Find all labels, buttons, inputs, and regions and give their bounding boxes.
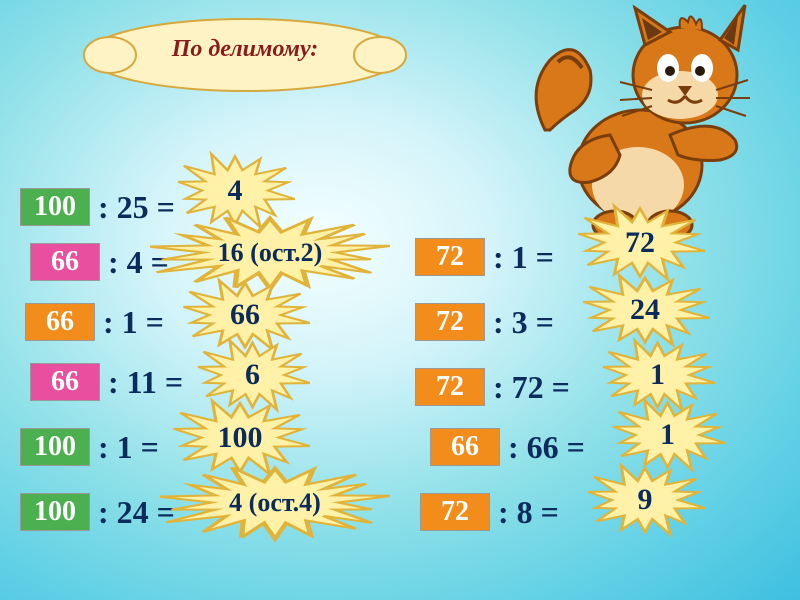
title-banner: По делимому: <box>80 10 410 100</box>
answer-burst: 4 (ост.4) <box>160 460 390 545</box>
dividend-box: 66 <box>30 363 100 401</box>
equation-row: 66: 1 = <box>25 300 164 344</box>
dividend-box: 100 <box>20 428 90 466</box>
equation-text: : 8 = <box>490 494 559 531</box>
equation-text: : 66 = <box>500 429 585 466</box>
equation-row: 72: 1 = <box>415 235 554 279</box>
answer-label: 4 (ост.4) <box>160 460 390 545</box>
equation-text: : 1 = <box>90 429 159 466</box>
equation-text: : 3 = <box>485 304 554 341</box>
dividend-box: 100 <box>20 493 90 531</box>
dividend-box: 66 <box>25 303 95 341</box>
answer-burst: 9 <box>585 460 705 540</box>
answer-label: 9 <box>585 460 705 540</box>
equation-row: 100: 1 = <box>20 425 159 469</box>
dividend-box: 66 <box>430 428 500 466</box>
page-title: По делимому: <box>80 36 410 63</box>
dividend-box: 66 <box>30 243 100 281</box>
equation-text: : 1 = <box>485 239 554 276</box>
dividend-box: 100 <box>20 188 90 226</box>
equation-row: 66: 66 = <box>430 425 585 469</box>
equation-row: 72: 8 = <box>420 490 559 534</box>
equation-row: 66: 4 = <box>30 240 169 284</box>
dividend-box: 72 <box>415 368 485 406</box>
equation-text: : 1 = <box>95 304 164 341</box>
dividend-box: 72 <box>415 238 485 276</box>
dividend-box: 72 <box>415 303 485 341</box>
equation-row: 100: 24 = <box>20 490 175 534</box>
equation-row: 72: 3 = <box>415 300 554 344</box>
dividend-box: 72 <box>420 493 490 531</box>
equation-row: 66: 11 = <box>30 360 183 404</box>
equation-row: 72: 72 = <box>415 365 570 409</box>
equation-text: : 72 = <box>485 369 570 406</box>
